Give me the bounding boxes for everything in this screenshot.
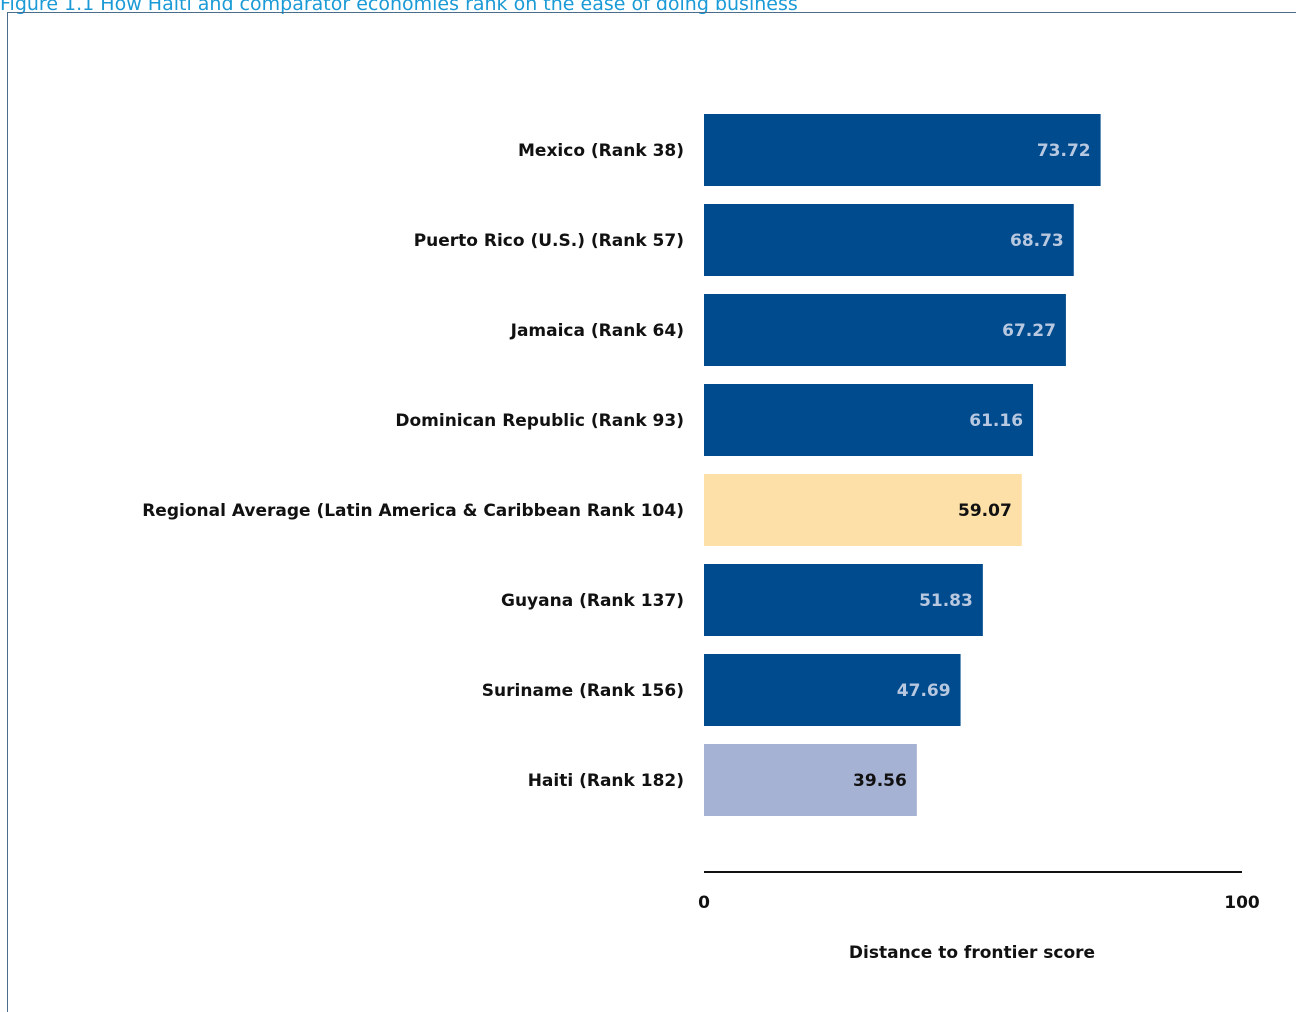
bar-0 bbox=[704, 114, 1101, 186]
category-label-5: Guyana (Rank 137) bbox=[501, 591, 684, 611]
value-label-7: 39.56 bbox=[853, 771, 907, 791]
x-tick-label-max: 100 bbox=[1224, 893, 1260, 913]
x-tick-label-min: 0 bbox=[698, 893, 710, 913]
value-label-0: 73.72 bbox=[1037, 141, 1091, 161]
x-axis-title: Distance to frontier score bbox=[849, 943, 1095, 963]
value-label-5: 51.83 bbox=[919, 591, 973, 611]
bar-4 bbox=[704, 474, 1022, 546]
bar-6 bbox=[704, 654, 961, 726]
category-label-6: Suriname (Rank 156) bbox=[482, 681, 684, 701]
bar-5 bbox=[704, 564, 983, 636]
bar-3 bbox=[704, 384, 1034, 456]
value-labels: 73.72 68.73 67.27 61.16 59.07 51.83 47.69 39.56 bbox=[853, 141, 1091, 791]
value-label-1: 68.73 bbox=[1010, 231, 1064, 251]
category-label-2: Jamaica (Rank 64) bbox=[510, 321, 684, 341]
value-label-6: 47.69 bbox=[897, 681, 951, 701]
category-labels: Mexico (Rank 38) Puerto Rico (U.S.) (Rank… bbox=[142, 141, 684, 791]
category-label-3: Dominican Republic (Rank 93) bbox=[395, 411, 684, 431]
bar-1 bbox=[704, 204, 1074, 276]
figure-frame bbox=[7, 12, 1296, 1012]
value-label-3: 61.16 bbox=[969, 411, 1023, 431]
bar-7 bbox=[704, 744, 917, 816]
category-label-0: Mexico (Rank 38) bbox=[518, 141, 684, 161]
value-label-2: 67.27 bbox=[1002, 321, 1056, 341]
category-label-1: Puerto Rico (U.S.) (Rank 57) bbox=[414, 231, 684, 251]
value-label-4: 59.07 bbox=[958, 501, 1012, 521]
bar-2 bbox=[704, 294, 1066, 366]
category-label-4: Regional Average (Latin America & Caribb… bbox=[142, 501, 684, 521]
figure-title: Figure 1.1 How Haiti and comparator econ… bbox=[0, 0, 798, 15]
category-label-7: Haiti (Rank 182) bbox=[528, 771, 684, 791]
bar-group bbox=[704, 114, 1101, 816]
